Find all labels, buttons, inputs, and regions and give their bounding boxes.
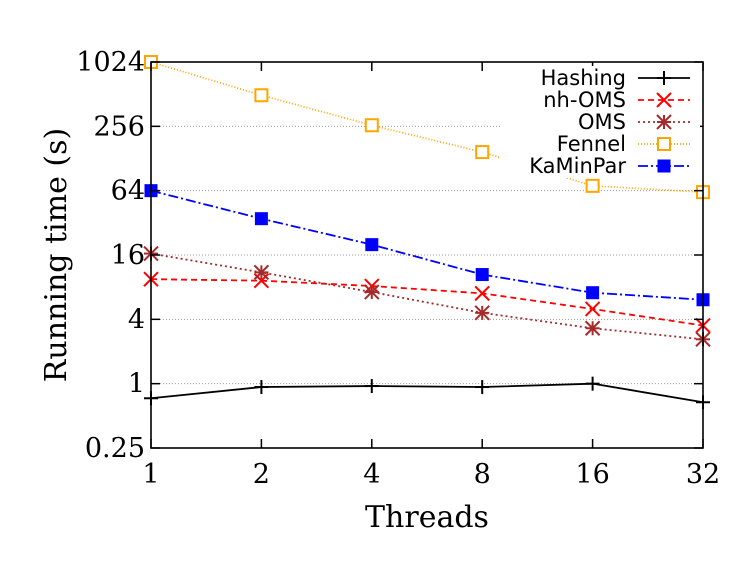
legend-marker-fennel [657,137,671,151]
data-point-nh-oms [584,301,601,317]
series-line-kaminpar [150,189,704,301]
legend-label-nh-oms: nh-OMS [543,88,626,112]
data-point-oms [474,305,490,321]
x-tick-label: 16 [575,459,609,490]
data-point-oms [253,264,270,281]
y-tick-label: 64 [111,176,145,207]
y-tick-label: 4 [128,304,145,335]
y-tick-label: 256 [93,111,145,142]
y-tick-label: 16 [111,240,145,271]
data-point-kaminpar [475,268,489,282]
data-point-oms [584,320,601,336]
legend-marker-kaminpar [657,159,671,173]
y-axis-title: Running time (s) [39,128,74,382]
legend-label-oms: OMS [578,110,626,134]
series-group [143,55,711,410]
legend-marker-nh-oms [656,92,672,108]
data-point-fennel [254,88,269,103]
legend-label-fennel: Fennel [557,132,626,156]
data-point-kaminpar [586,286,600,300]
data-point-kaminpar [254,212,268,226]
data-point-nh-oms [474,285,490,302]
y-tick-label: 0.25 [85,433,145,464]
series-line-oms [150,252,704,341]
legend-label-hashing: Hashing [541,66,626,90]
data-point-fennel [585,178,600,193]
legend-marker-oms [656,114,672,130]
legend-label-kaminpar: KaMinPar [529,154,626,178]
series-line-hashing [150,382,704,404]
x-tick-label: 1 [142,459,159,490]
data-point-oms [364,284,380,300]
y-tick-label: 1 [128,369,145,400]
x-tick-label: 2 [253,459,270,490]
series-line-fennel [150,61,704,194]
y-tick-label: 1024 [76,47,145,78]
data-point-fennel [364,118,379,133]
legend-marker-hashing [657,71,671,85]
data-point-kaminpar [365,238,379,252]
series-line-nh-oms [150,278,704,327]
data-point-hashing [585,376,600,391]
x-tick-label: 8 [474,459,491,490]
x-tick-label: 4 [363,459,380,490]
data-point-hashing [475,380,490,395]
x-axis-title: Threads [365,500,489,535]
data-point-hashing [364,379,379,394]
data-point-fennel [475,145,490,160]
x-tick-label: 32 [686,459,720,490]
data-point-hashing [254,380,269,395]
